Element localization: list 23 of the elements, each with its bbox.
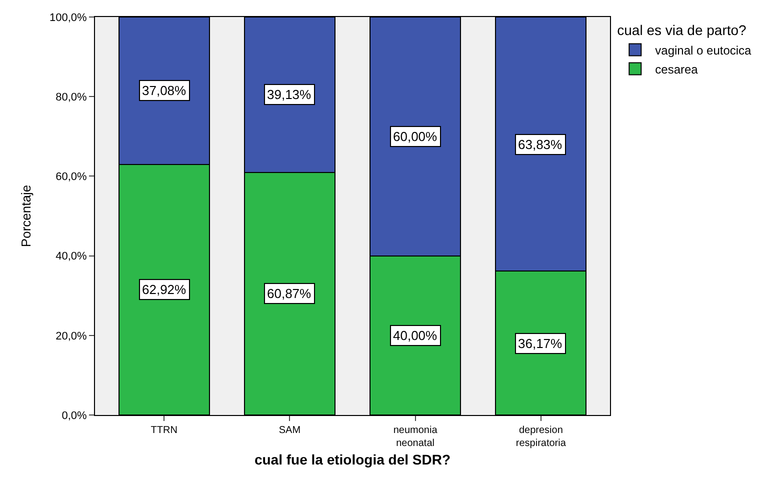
y-tick-label: 100,0% — [49, 12, 88, 24]
y-tick-label: 0,0% — [62, 410, 88, 422]
x-axis-title: cual fue la etiologia del SDR? — [254, 451, 451, 468]
data-label: 40,00% — [393, 328, 438, 343]
legend-label: vaginal o eutocica — [655, 43, 752, 58]
x-tick-label: TTRN — [150, 425, 178, 436]
y-tick-label: 80,0% — [56, 91, 88, 104]
y-tick-label: 60,0% — [56, 171, 88, 184]
data-label: 63,83% — [518, 137, 563, 152]
data-label: 60,87% — [267, 286, 312, 301]
y-axis-title: Porcentaje — [18, 184, 34, 248]
legend-title: cual es via de parto? — [617, 22, 747, 38]
data-label: 37,08% — [142, 83, 187, 98]
y-tick-label: 20,0% — [56, 330, 88, 342]
data-label: 36,17% — [518, 336, 563, 351]
y-tick-label: 40,0% — [56, 250, 88, 263]
x-tick-label: neumonia neonatal — [393, 425, 438, 449]
x-tick-label: depresion respiratoria — [516, 425, 566, 449]
data-label: 39,13% — [267, 87, 312, 102]
data-label: 60,00% — [393, 129, 438, 144]
legend-label: cesarea — [655, 62, 698, 76]
x-tick-label: SAM — [278, 425, 301, 436]
data-label: 62,92% — [142, 282, 187, 297]
